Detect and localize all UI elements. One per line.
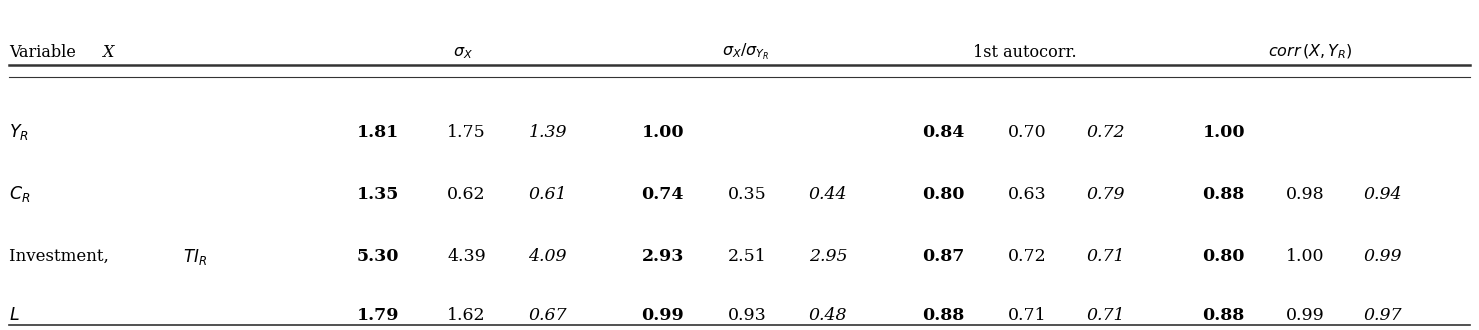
Text: 1st autocorr.: 1st autocorr.: [973, 44, 1077, 61]
Text: 0.87: 0.87: [921, 248, 964, 265]
Text: 0.99: 0.99: [642, 307, 685, 324]
Text: 0.88: 0.88: [921, 307, 964, 324]
Text: 0.97: 0.97: [1364, 307, 1402, 324]
Text: $C_R$: $C_R$: [9, 184, 30, 205]
Text: $TI_R$: $TI_R$: [183, 247, 207, 267]
Text: 0.99: 0.99: [1285, 307, 1324, 324]
Text: 0.48: 0.48: [809, 307, 847, 324]
Text: $\sigma_X$: $\sigma_X$: [453, 44, 473, 61]
Text: 1.75: 1.75: [447, 124, 485, 141]
Text: 1.62: 1.62: [447, 307, 485, 324]
Text: Variable: Variable: [9, 44, 81, 61]
Text: 0.71: 0.71: [1009, 307, 1047, 324]
Text: 1.00: 1.00: [1285, 248, 1324, 265]
Text: 0.80: 0.80: [1202, 248, 1245, 265]
Text: 0.88: 0.88: [1202, 307, 1245, 324]
Text: 0.67: 0.67: [528, 307, 566, 324]
Text: 0.71: 0.71: [1087, 248, 1126, 265]
Text: 0.98: 0.98: [1285, 186, 1324, 203]
Text: 1.00: 1.00: [642, 124, 685, 141]
Text: 2.95: 2.95: [809, 248, 847, 265]
Text: $L$: $L$: [9, 307, 19, 324]
Text: 1.79: 1.79: [356, 307, 399, 324]
Text: $corr\,(X,Y_R)$: $corr\,(X,Y_R)$: [1269, 43, 1353, 61]
Text: 0.44: 0.44: [809, 186, 847, 203]
Text: Investment,: Investment,: [9, 248, 114, 265]
Text: 0.99: 0.99: [1364, 248, 1402, 265]
Text: 0.62: 0.62: [447, 186, 485, 203]
Text: 0.74: 0.74: [642, 186, 683, 203]
Text: 4.39: 4.39: [447, 248, 485, 265]
Text: 0.70: 0.70: [1009, 124, 1047, 141]
Text: 1.00: 1.00: [1202, 124, 1245, 141]
Text: 1.81: 1.81: [356, 124, 399, 141]
Text: 5.30: 5.30: [356, 248, 399, 265]
Text: X: X: [102, 44, 114, 61]
Text: 0.88: 0.88: [1202, 186, 1245, 203]
Text: 0.80: 0.80: [921, 186, 964, 203]
Text: 0.72: 0.72: [1087, 124, 1126, 141]
Text: 0.35: 0.35: [728, 186, 766, 203]
Text: 1.35: 1.35: [356, 186, 399, 203]
Text: $\sigma_X/\sigma_{Y_R}$: $\sigma_X/\sigma_{Y_R}$: [722, 42, 769, 62]
Text: $Y_R$: $Y_R$: [9, 122, 28, 142]
Text: 2.93: 2.93: [642, 248, 683, 265]
Text: 0.63: 0.63: [1009, 186, 1047, 203]
Text: 0.94: 0.94: [1364, 186, 1402, 203]
Text: 0.79: 0.79: [1087, 186, 1126, 203]
Text: 0.71: 0.71: [1087, 307, 1126, 324]
Text: 0.72: 0.72: [1009, 248, 1047, 265]
Text: 0.93: 0.93: [728, 307, 766, 324]
Text: 4.09: 4.09: [528, 248, 566, 265]
Text: 1.39: 1.39: [528, 124, 566, 141]
Text: 2.51: 2.51: [728, 248, 766, 265]
Text: 0.61: 0.61: [528, 186, 566, 203]
Text: 0.84: 0.84: [921, 124, 964, 141]
